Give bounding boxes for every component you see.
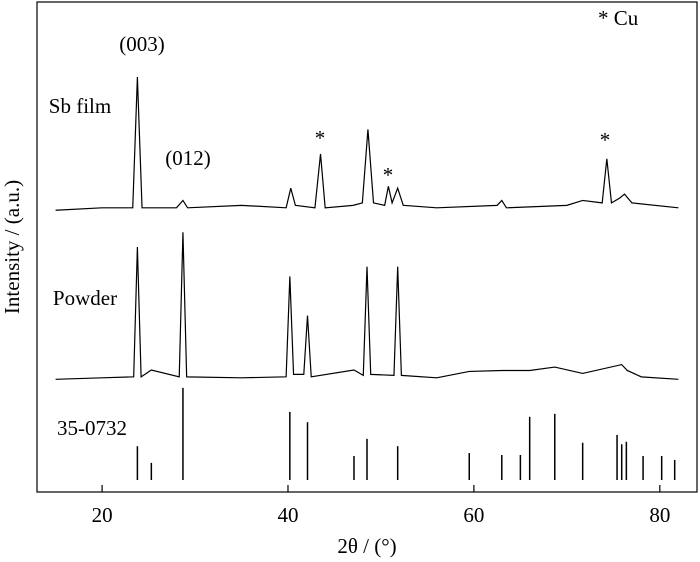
cu-marker: *	[315, 126, 326, 150]
series-label: Sb film	[49, 94, 111, 118]
x-tick-label: 60	[463, 503, 484, 527]
plot-frame	[36, 1, 698, 493]
x-axis-label: 2θ / (°)	[337, 534, 396, 558]
xrd-trace	[55, 76, 679, 211]
cu-marker: *	[600, 128, 611, 152]
x-tick-label: 40	[277, 503, 298, 527]
x-tick-label: 80	[649, 503, 670, 527]
series-label: Powder	[53, 286, 117, 310]
x-tick-label: 20	[92, 503, 113, 527]
legend-note: * Cu	[598, 6, 639, 30]
cu-marker: *	[383, 163, 394, 187]
peak-label: (003)	[119, 32, 165, 56]
y-axis-label: Intensity / (a.u.)	[0, 180, 24, 314]
xrd-trace	[55, 232, 679, 380]
series-label: 35-0732	[57, 416, 127, 440]
peak-label: (012)	[165, 146, 211, 170]
